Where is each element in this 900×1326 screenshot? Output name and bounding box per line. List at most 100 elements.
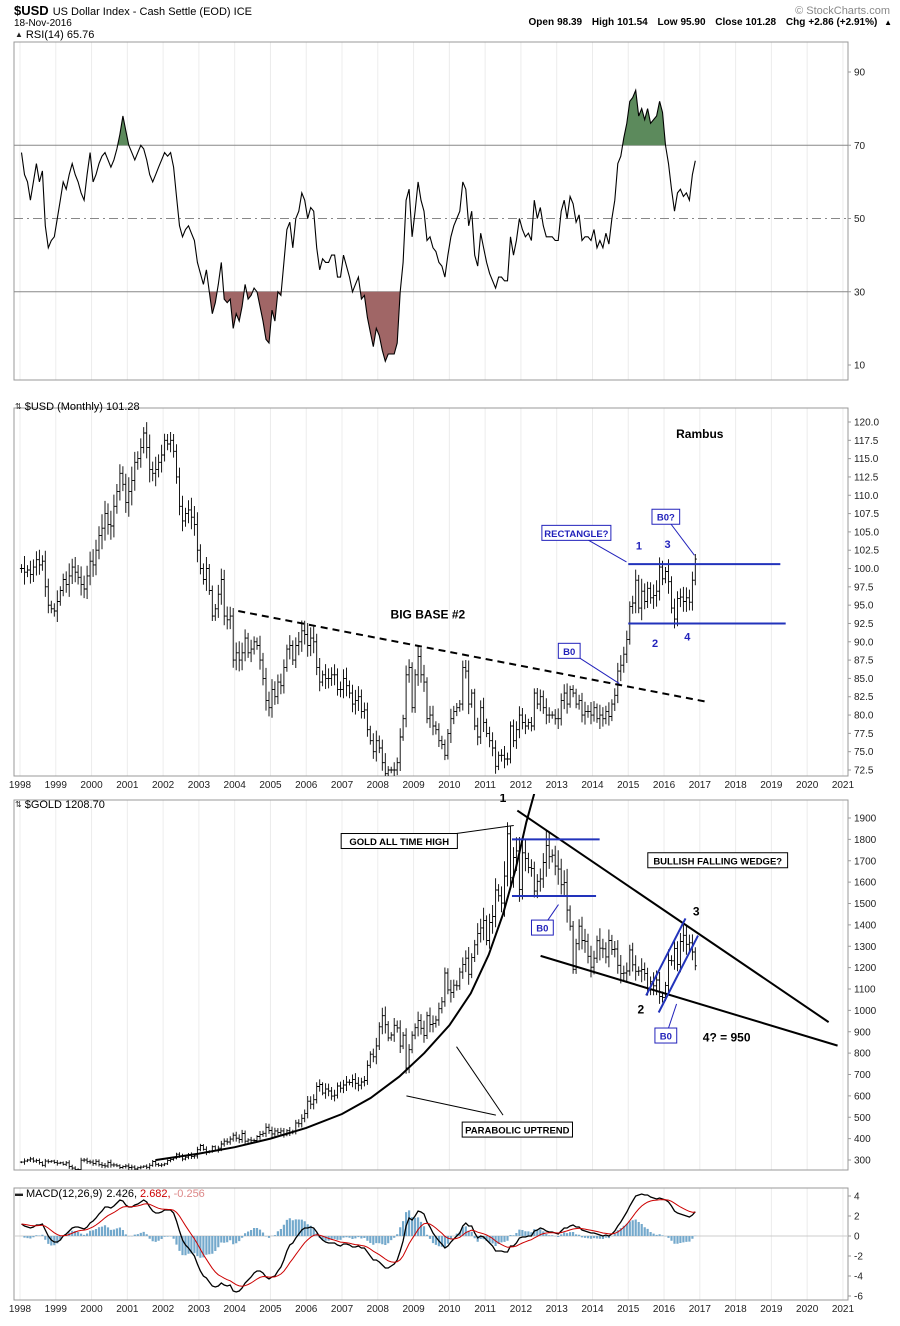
svg-text:2021: 2021 [832,1304,855,1315]
svg-text:2016: 2016 [653,1304,676,1315]
svg-text:2009: 2009 [402,780,425,791]
svg-text:2019: 2019 [760,1304,783,1315]
svg-text:3: 3 [693,904,700,918]
svg-text:87.5: 87.5 [854,656,874,667]
svg-text:110.0: 110.0 [854,491,879,502]
usd-title: $USD (Monthly) 101.28 [24,401,140,413]
svg-text:92.5: 92.5 [854,619,874,630]
svg-text:4: 4 [684,631,691,643]
svg-text:2006: 2006 [295,780,318,791]
svg-text:PARABOLIC UPTREND: PARABOLIC UPTREND [465,1126,569,1137]
svg-text:1: 1 [500,794,507,805]
rsi-legend-icon: ▲ [15,30,23,39]
svg-text:2: 2 [854,1212,860,1223]
updown-arrows-icon: ⇅ [15,402,22,411]
svg-text:1700: 1700 [854,856,877,867]
svg-text:112.5: 112.5 [854,472,879,483]
chart-title-text: US Dollar Index - Cash Settle (EOD) ICE [52,6,252,18]
svg-text:1500: 1500 [854,899,877,910]
gold-monthly-chart: 1900180017001600150014001300120011001000… [13,794,877,1171]
svg-text:2000: 2000 [80,1304,103,1315]
svg-text:1000: 1000 [854,1006,877,1017]
svg-text:120.0: 120.0 [854,418,879,429]
usd-panel-label: ⇅ $USD (Monthly) 101.28 [15,401,140,413]
svg-text:2014: 2014 [581,1304,604,1315]
svg-text:70: 70 [854,141,866,152]
svg-text:900: 900 [854,1027,871,1038]
svg-text:1900: 1900 [854,814,877,825]
svg-text:90: 90 [854,68,866,79]
gold-panel-label: ⇅ $GOLD 1208.70 [15,799,105,811]
svg-text:2006: 2006 [295,1304,318,1315]
svg-text:-2: -2 [854,1252,863,1263]
svg-text:1100: 1100 [854,985,876,996]
svg-text:2016: 2016 [653,780,676,791]
open-value: 98.39 [557,17,583,28]
svg-text:B0: B0 [660,1032,672,1043]
high-label: High [591,17,615,28]
svg-text:GOLD ALL TIME HIGH: GOLD ALL TIME HIGH [349,837,449,848]
svg-text:2: 2 [637,1003,644,1017]
svg-text:BIG BASE #2: BIG BASE #2 [391,607,466,621]
svg-text:500: 500 [854,1113,871,1124]
close-value: 101.28 [745,17,777,28]
svg-text:B0?: B0? [657,513,675,524]
chg-value: +2.86 (+2.91%) [808,17,878,28]
svg-text:75.0: 75.0 [854,747,874,758]
rsi-title: RSI(14) 65.76 [25,29,95,41]
macd-legend-icon: ▬ [15,1189,23,1198]
close-label: Close [715,17,743,28]
svg-text:2015: 2015 [617,780,640,791]
copyright: © StockCharts.com [795,5,890,17]
svg-text:2002: 2002 [152,780,175,791]
svg-text:2004: 2004 [224,1304,247,1315]
svg-text:105.0: 105.0 [854,527,879,538]
histogram-value: -0.256 [173,1188,205,1200]
svg-text:100.0: 100.0 [854,564,879,575]
chart-header: $USD US Dollar Index - Cash Settle (EOD) … [14,3,252,18]
svg-text:90.0: 90.0 [854,637,874,648]
svg-text:2002: 2002 [152,1304,175,1315]
svg-text:115.0: 115.0 [854,454,879,465]
svg-text:B0: B0 [563,647,575,658]
low-value: 95.90 [680,17,706,28]
svg-text:2019: 2019 [760,780,783,791]
quote-summary: Open 98.39 High 101.54 Low 95.90 Close 101.2… [522,17,892,28]
svg-text:85.0: 85.0 [854,674,874,685]
svg-text:30: 30 [854,287,866,298]
svg-text:1999: 1999 [45,780,68,791]
svg-text:2010: 2010 [438,1304,461,1315]
svg-text:600: 600 [854,1091,871,1102]
svg-text:2005: 2005 [259,780,282,791]
svg-text:2011: 2011 [474,780,496,791]
svg-text:400: 400 [854,1134,871,1145]
low-label: Low [657,17,678,28]
svg-text:2020: 2020 [796,780,819,791]
svg-text:50: 50 [854,214,866,225]
svg-text:82.5: 82.5 [854,692,874,703]
svg-text:RECTANGLE?: RECTANGLE? [544,529,608,540]
svg-text:-6: -6 [854,1292,863,1303]
open-label: Open [528,17,555,28]
rsi-panel-chart: 90 70 50 30 10 [13,41,866,381]
svg-text:0: 0 [854,1232,860,1243]
symbol: $USD [14,3,49,18]
svg-text:1998: 1998 [9,780,32,791]
macd-panel-chart: 4 2 0 -2 -4 -6 1998 1999 2000 2001 2002 2003 2004 200… [9,1187,863,1315]
svg-text:2001: 2001 [116,1304,139,1315]
svg-text:2008: 2008 [367,780,390,791]
svg-text:2012: 2012 [510,780,533,791]
macd-panel-label: ▬ MACD(12,26,9) 2.426, 2.682, -0.256 [15,1188,205,1200]
svg-text:1400: 1400 [854,920,877,931]
svg-text:10: 10 [854,361,866,372]
svg-text:2: 2 [652,638,658,650]
svg-text:1: 1 [636,540,642,552]
svg-text:2018: 2018 [724,780,747,791]
svg-text:2008: 2008 [367,1304,390,1315]
svg-text:1600: 1600 [854,878,877,889]
svg-text:1800: 1800 [854,835,877,846]
svg-text:2013: 2013 [546,1304,569,1315]
macd-value: 2.426, [106,1188,138,1200]
svg-text:2007: 2007 [331,780,354,791]
